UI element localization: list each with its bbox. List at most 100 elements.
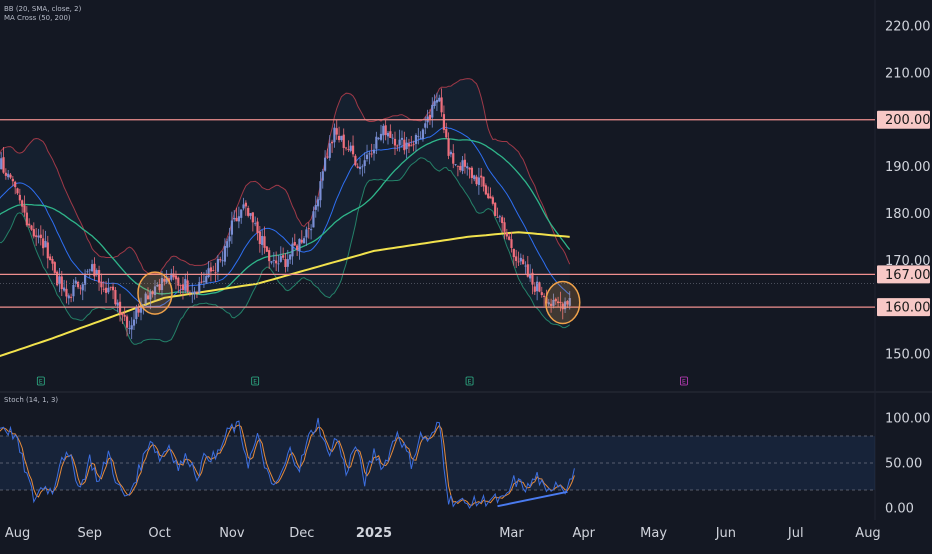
stoch-indicator-label[interactable]: Stoch (14, 1, 3) bbox=[4, 396, 59, 404]
candle-body bbox=[16, 188, 19, 194]
candle-body bbox=[407, 143, 411, 147]
candle-body bbox=[25, 212, 28, 226]
candle-body bbox=[65, 288, 68, 297]
candle-body bbox=[314, 205, 317, 210]
candle-body bbox=[214, 272, 217, 274]
candle-body bbox=[51, 258, 54, 264]
candle-body bbox=[235, 217, 238, 222]
price-tick-label: 180.00 bbox=[885, 207, 931, 222]
stoch-k-line bbox=[0, 417, 575, 509]
candle-body bbox=[412, 144, 415, 146]
candle-body bbox=[130, 325, 133, 330]
candle-body bbox=[268, 250, 271, 262]
candle-body bbox=[254, 223, 257, 225]
candle-body bbox=[342, 134, 345, 148]
candle-body bbox=[282, 255, 285, 258]
candle-body bbox=[163, 278, 166, 282]
level-badge-label: 160.00 bbox=[885, 301, 931, 316]
candle-body bbox=[438, 97, 441, 102]
candle-body bbox=[2, 157, 5, 173]
level-badge-160 bbox=[877, 298, 930, 317]
candle-body bbox=[552, 299, 555, 306]
candle-body bbox=[489, 196, 492, 199]
candle-body bbox=[263, 236, 266, 248]
candle-body bbox=[193, 291, 196, 295]
candle-body bbox=[111, 286, 115, 291]
candle-body bbox=[410, 145, 413, 147]
candle-body bbox=[132, 319, 136, 326]
candle-body bbox=[473, 175, 476, 180]
candle-body bbox=[517, 261, 520, 263]
candle-body bbox=[237, 216, 240, 222]
candle-body bbox=[319, 181, 322, 201]
candle-body bbox=[384, 125, 387, 136]
candle-body bbox=[442, 114, 446, 130]
candle-body bbox=[249, 213, 252, 216]
candle-body bbox=[125, 316, 129, 328]
candle-body bbox=[375, 136, 378, 149]
candle-body bbox=[393, 138, 397, 146]
candle-body bbox=[0, 158, 3, 170]
candle-body bbox=[158, 283, 161, 291]
candle-body bbox=[470, 167, 473, 178]
candle-body bbox=[275, 260, 278, 264]
candle-body bbox=[519, 257, 522, 262]
candle-body bbox=[547, 302, 550, 305]
candle-body bbox=[568, 298, 571, 306]
candle-body bbox=[435, 99, 439, 103]
candle-body bbox=[109, 286, 112, 288]
candle-body bbox=[135, 307, 138, 320]
price-tick-label: 170.00 bbox=[885, 254, 931, 269]
time-tick-label: Nov bbox=[219, 526, 245, 541]
candle-body bbox=[428, 114, 432, 120]
candle-body bbox=[272, 259, 275, 261]
candle-body bbox=[326, 156, 329, 158]
candle-body bbox=[305, 229, 308, 238]
candle-body bbox=[312, 211, 315, 228]
candle-body bbox=[333, 127, 336, 143]
candle-body bbox=[498, 216, 501, 218]
candle-body bbox=[216, 258, 220, 272]
time-tick-label: Jul bbox=[787, 526, 804, 541]
earnings-marker-3: E bbox=[465, 376, 474, 386]
candle-body bbox=[508, 236, 511, 240]
time-tick-label: Aug bbox=[855, 526, 880, 541]
candle-body bbox=[368, 153, 371, 155]
candle-body bbox=[37, 235, 40, 238]
ma-cross-indicator-label[interactable]: MA Cross (50, 200) bbox=[4, 14, 71, 22]
candle-body bbox=[186, 280, 189, 292]
candle-body bbox=[277, 263, 280, 265]
candle-body bbox=[202, 280, 206, 282]
candle-body bbox=[456, 165, 460, 167]
candle-body bbox=[179, 284, 182, 286]
candle-body bbox=[452, 153, 455, 164]
time-tick-label: Sep bbox=[77, 526, 102, 541]
candle-body bbox=[30, 225, 33, 230]
candle-body bbox=[372, 149, 376, 154]
candle-body bbox=[149, 292, 152, 300]
candle-body bbox=[501, 217, 504, 224]
bollinger-upper-band bbox=[0, 78, 571, 275]
candle-body bbox=[403, 139, 406, 151]
candle-body bbox=[226, 241, 229, 248]
time-tick-label: Apr bbox=[572, 526, 595, 541]
candle-body bbox=[421, 129, 425, 139]
bb-indicator-label[interactable]: BB (20, SMA, close, 2) bbox=[4, 5, 82, 13]
candle-body bbox=[53, 262, 56, 273]
highlight-circle-2 bbox=[545, 280, 581, 325]
price-tick-label: 190.00 bbox=[885, 160, 931, 175]
candle-body bbox=[289, 254, 292, 260]
candle-body bbox=[139, 307, 143, 313]
price-tick-label: 220.00 bbox=[885, 20, 931, 35]
candle-body bbox=[144, 293, 147, 304]
candle-body bbox=[209, 267, 213, 272]
candle-body bbox=[46, 242, 49, 259]
candle-body bbox=[4, 172, 7, 176]
candle-body bbox=[503, 222, 506, 232]
candle-body bbox=[42, 238, 45, 249]
earnings-marker-1: E bbox=[36, 376, 45, 386]
candle-body bbox=[21, 200, 24, 207]
level-badge-label: 200.00 bbox=[885, 113, 931, 128]
